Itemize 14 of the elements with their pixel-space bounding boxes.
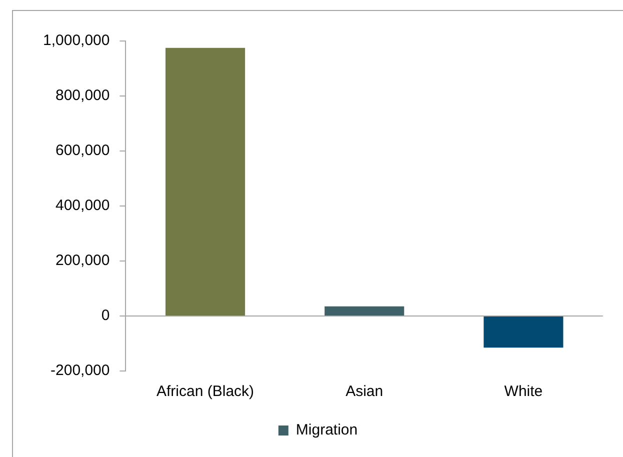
y-tick-label: 0: [101, 307, 110, 324]
y-tick-label: 200,000: [55, 252, 110, 270]
y-tick-label: 400,000: [55, 197, 110, 214]
y-tick-label: -200,000: [50, 362, 110, 380]
x-tick-label: African (Black): [156, 383, 254, 400]
x-tick-label: White: [504, 383, 543, 400]
legend-label: Migration: [296, 422, 358, 439]
bar: [166, 48, 246, 316]
x-tick-label: Asian: [346, 383, 384, 400]
bar: [324, 306, 404, 316]
bar: [484, 316, 564, 348]
y-tick-label: 800,000: [55, 87, 110, 104]
y-tick-label: 600,000: [55, 142, 110, 160]
y-tick-label: 1,000,000: [42, 32, 110, 50]
